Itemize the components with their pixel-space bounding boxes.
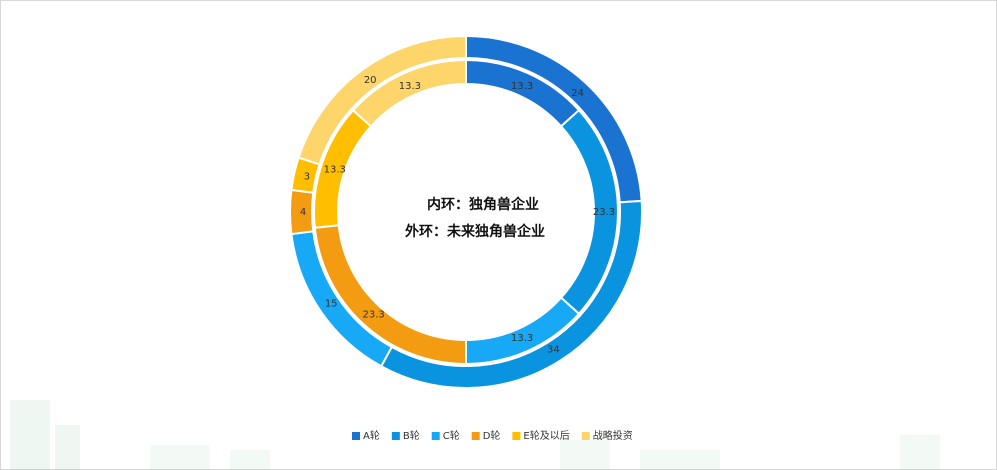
legend-label: D轮 <box>483 429 501 442</box>
data-label: 15 <box>325 299 338 310</box>
center-text: 外环：未来独角兽企业 <box>405 223 545 240</box>
data-label: 23.3 <box>362 310 384 321</box>
legend-label: A轮 <box>363 429 380 442</box>
legend-swatch <box>352 432 360 440</box>
data-label: 13.3 <box>511 81 533 92</box>
data-label: 13.3 <box>399 81 421 92</box>
legend-label: C轮 <box>443 429 460 442</box>
legend-label: E轮及以后 <box>523 429 569 442</box>
data-label: 4 <box>300 207 306 218</box>
legend-label: 战略投资 <box>593 429 633 442</box>
background-buildings <box>10 400 940 470</box>
legend-label: B轮 <box>403 429 420 442</box>
data-label: 13.3 <box>324 164 346 175</box>
data-label: 23.3 <box>593 207 615 218</box>
data-label: 34 <box>547 345 560 356</box>
legend-swatch <box>581 432 590 440</box>
legend-swatch <box>391 432 400 440</box>
data-label: 13.3 <box>511 333 533 344</box>
data-label: 24 <box>571 88 584 99</box>
legend-swatch <box>471 432 480 440</box>
data-label: 20 <box>364 75 377 86</box>
legend-swatch <box>431 432 440 440</box>
ring-segment <box>297 34 467 166</box>
data-label: 3 <box>304 171 310 182</box>
center-text: 内环：独角兽企业 <box>427 196 539 213</box>
ring-segment <box>351 58 467 128</box>
legend-swatch <box>512 432 521 440</box>
